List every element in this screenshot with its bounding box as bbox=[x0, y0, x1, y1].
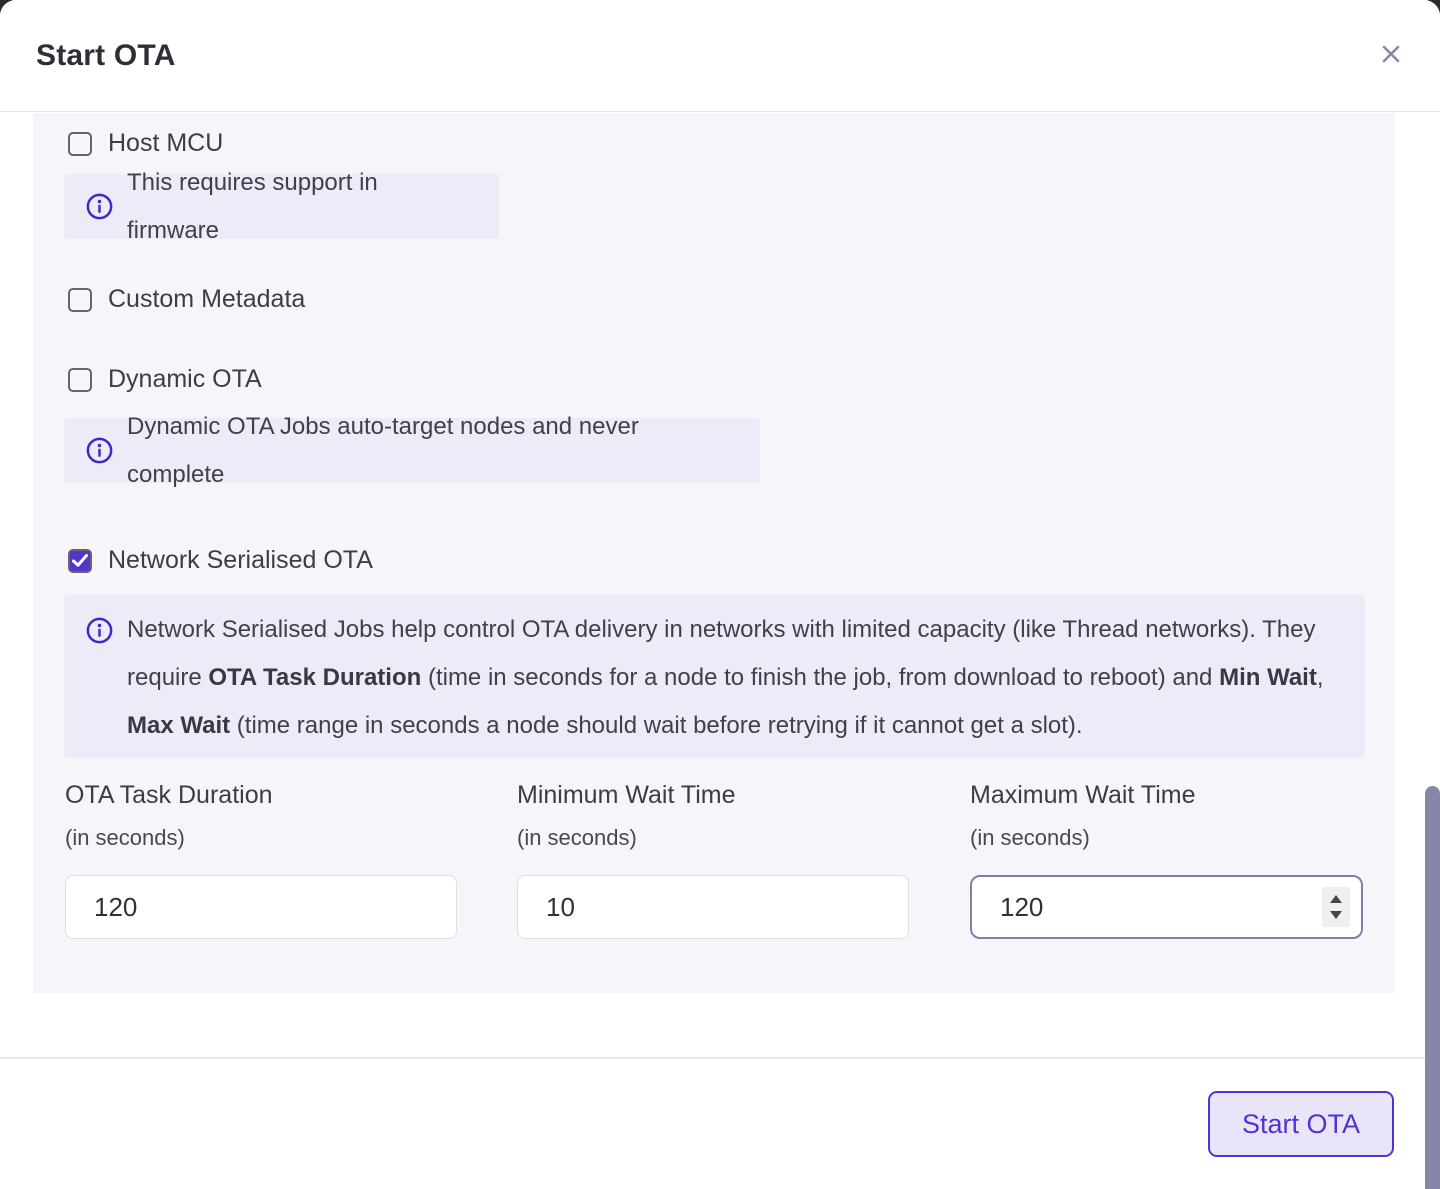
option-network-serialised-ota[interactable]: Network Serialised OTA bbox=[68, 546, 373, 575]
field-label: Maximum Wait Time bbox=[970, 781, 1196, 809]
field-minimum-wait-time: Minimum Wait Time (in seconds) bbox=[517, 779, 909, 939]
info-icon bbox=[86, 617, 113, 644]
ota-task-duration-input[interactable] bbox=[65, 875, 457, 939]
option-dynamic-ota[interactable]: Dynamic OTA bbox=[68, 365, 262, 394]
scrollbar-thumb[interactable] bbox=[1425, 786, 1440, 1189]
host-mcu-info: This requires support in firmware bbox=[64, 169, 499, 244]
field-unit: (in seconds) bbox=[517, 825, 637, 850]
field-unit: (in seconds) bbox=[970, 825, 1090, 850]
option-custom-metadata[interactable]: Custom Metadata bbox=[68, 285, 305, 314]
info-text: Dynamic OTA Jobs auto-target nodes and n… bbox=[127, 412, 639, 488]
form-panel: Host MCU This requires support in firmwa… bbox=[33, 113, 1395, 993]
host-mcu-checkbox[interactable] bbox=[68, 131, 92, 156]
network-serialised-ota-checkbox[interactable] bbox=[68, 548, 92, 573]
field-unit: (in seconds) bbox=[65, 825, 185, 850]
info-text: Network Serialised Jobs help control OTA… bbox=[127, 616, 1324, 739]
host-mcu-label: Host MCU bbox=[108, 129, 224, 157]
network-serialised-ota-label: Network Serialised OTA bbox=[108, 546, 373, 574]
dynamic-ota-checkbox[interactable] bbox=[68, 367, 92, 392]
maximum-wait-time-input[interactable] bbox=[970, 875, 1363, 939]
custom-metadata-label: Custom Metadata bbox=[108, 285, 306, 313]
minimum-wait-time-input[interactable] bbox=[517, 875, 909, 939]
dialog-header: Start OTA bbox=[0, 0, 1440, 112]
number-stepper[interactable] bbox=[1322, 887, 1350, 927]
network-serialised-info: Network Serialised Jobs help control OTA… bbox=[64, 595, 1365, 758]
stepper-down-icon[interactable] bbox=[1330, 911, 1342, 919]
dynamic-ota-label: Dynamic OTA bbox=[108, 365, 262, 393]
dialog-title: Start OTA bbox=[36, 38, 176, 72]
info-icon bbox=[86, 193, 113, 220]
custom-metadata-checkbox[interactable] bbox=[68, 287, 92, 312]
start-ota-button[interactable]: Start OTA bbox=[1208, 1091, 1394, 1157]
close-icon bbox=[1377, 40, 1405, 71]
field-label: Minimum Wait Time bbox=[517, 781, 736, 809]
dialog-footer: Start OTA bbox=[0, 1057, 1440, 1189]
option-host-mcu[interactable]: Host MCU bbox=[68, 129, 223, 158]
info-text: This requires support in firmware bbox=[127, 168, 378, 244]
stepper-up-icon[interactable] bbox=[1330, 895, 1342, 903]
dynamic-ota-info: Dynamic OTA Jobs auto-target nodes and n… bbox=[64, 413, 760, 488]
field-label: OTA Task Duration bbox=[65, 781, 273, 809]
close-button[interactable] bbox=[1375, 40, 1407, 72]
info-icon bbox=[86, 437, 113, 464]
field-maximum-wait-time: Maximum Wait Time (in seconds) bbox=[970, 779, 1363, 939]
field-ota-task-duration: OTA Task Duration (in seconds) bbox=[65, 779, 457, 939]
